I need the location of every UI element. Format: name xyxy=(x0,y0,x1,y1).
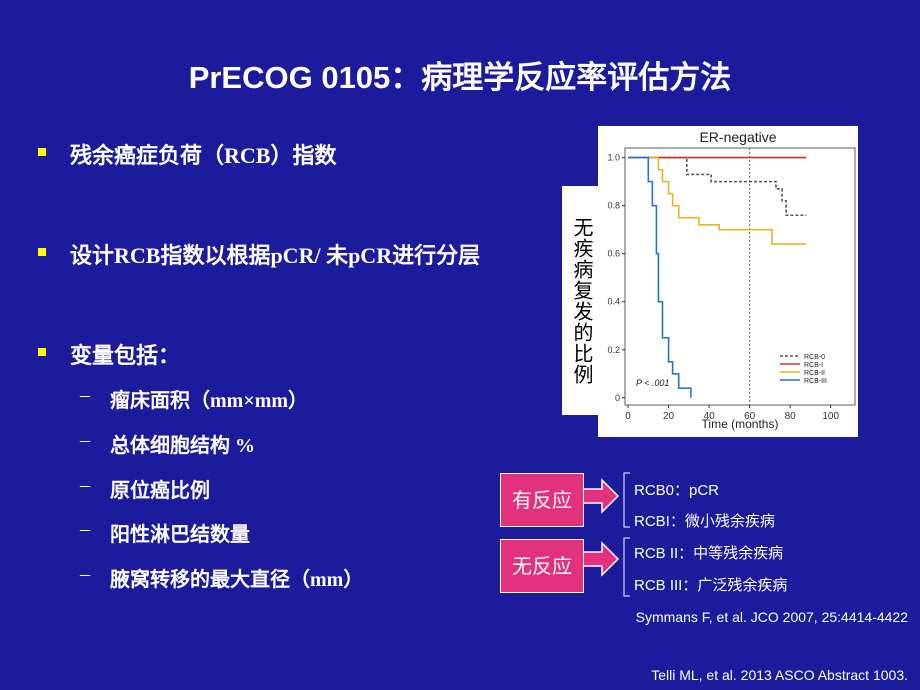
x-axis-label: Time (months) xyxy=(702,417,779,431)
x-tick-label: 100 xyxy=(822,411,839,422)
dash: – xyxy=(80,518,90,540)
x-tick-label: 60 xyxy=(744,411,756,422)
flow-item: RCBI：微小残余疾病 xyxy=(634,513,775,530)
y-axis-label: 无疾病复发的比例 xyxy=(562,186,600,415)
series-line xyxy=(628,156,807,217)
y-tick-label: 0.8 xyxy=(607,201,620,211)
dash: – xyxy=(80,474,90,496)
sub-bullet: 总体细胞结构 % xyxy=(110,435,255,457)
sub-bullet: 阳性淋巴结数量 xyxy=(110,524,250,546)
sub-bullet: 原位癌比例 xyxy=(110,480,210,502)
y-tick-label: 1.0 xyxy=(607,153,620,163)
sub-bullet: 腋窝转移的最大直径（mm） xyxy=(110,569,364,591)
bullet: 变量包括： xyxy=(70,343,181,368)
arrows xyxy=(581,472,630,597)
y-tick-label: 0.2 xyxy=(607,345,620,355)
response-box: 有反应 xyxy=(500,473,584,527)
legend-label: RCB-II xyxy=(804,370,825,377)
legend-label: RCB-III xyxy=(804,378,827,385)
x-tick-label: 0 xyxy=(625,411,631,422)
y-tick-label: 0 xyxy=(615,393,620,403)
bullet-marker xyxy=(38,148,46,156)
x-tick-label: 40 xyxy=(704,411,716,422)
bullet: 设计RCB指数以根据pCR/ 未pCR进行分层 xyxy=(70,243,481,268)
bullet-marker xyxy=(38,348,46,356)
plot-frame xyxy=(624,147,856,406)
flow-item: RCB III：广泛残余疾病 xyxy=(634,577,788,594)
dash: – xyxy=(80,384,90,406)
flow-item: RCB II：中等残余疾病 xyxy=(634,545,784,562)
y-tick-label: 0.4 xyxy=(607,297,620,307)
flow-item: RCB0：pCR xyxy=(634,482,720,499)
bullet: 残余癌症负荷（RCB）指数 xyxy=(70,143,337,168)
dash: – xyxy=(80,563,90,585)
bullet-marker xyxy=(38,248,46,256)
chart-title: ER-negative xyxy=(699,129,776,145)
series-line xyxy=(628,156,807,245)
dash: – xyxy=(80,429,90,451)
series-line xyxy=(628,156,692,398)
sub-bullet: 瘤床面积（mm×mm） xyxy=(110,390,309,412)
slide-title: PrECOG 0105：病理学反应率评估方法 xyxy=(188,60,732,95)
x-tick-label: 20 xyxy=(663,411,675,422)
legend-label: RCB-I xyxy=(804,362,823,369)
y-tick-label: 0.6 xyxy=(607,249,620,259)
response-box: 无反应 xyxy=(500,539,584,593)
reference: Symmans F, et al. JCO 2007, 25:4414-4422 xyxy=(635,609,908,625)
km-chart: ER-negative 0 0.2 0.4 0.6 0.8 1.0 0 20 40 60 80 100 T… xyxy=(598,126,858,437)
legend-label: RCB-0 xyxy=(804,354,825,361)
reference: Telli ML, et al. 2013 ASCO Abstract 1003… xyxy=(651,667,908,683)
annotation: P < .001 xyxy=(636,378,669,388)
x-tick-label: 80 xyxy=(785,411,797,422)
